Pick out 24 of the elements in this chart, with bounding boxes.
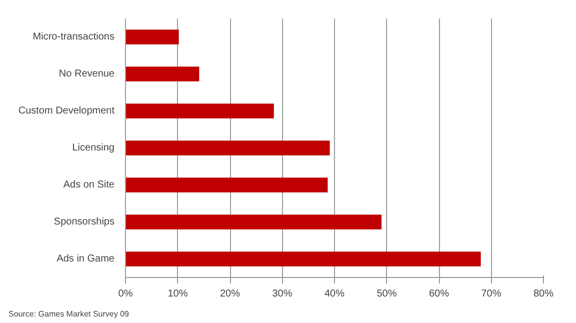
bar [126,178,328,192]
x-tick-label: 10% [168,288,188,300]
y-tick-label: Sponsorships [54,216,115,228]
x-tick-label: 50% [376,288,397,300]
source-note: Source: Games Market Survey 09 [8,310,130,318]
x-tick-label: 0% [118,288,133,300]
bar [126,214,382,230]
bar [126,140,330,156]
y-tick-label: Custom Development [18,106,115,116]
bar [126,66,200,82]
x-tick-label: 70% [481,288,502,300]
y-tick-label: No Revenue [58,68,115,80]
x-tick-label: 40% [324,288,345,300]
bar [126,104,274,118]
y-tick-label: Ads on Site [63,180,115,190]
x-tick-label: 80% [533,288,554,300]
y-tick-label: Micro-transactions [32,32,115,42]
bar [126,252,481,266]
x-tick-label: 30% [272,288,292,300]
bar [126,30,179,44]
y-tick-label: Licensing [72,142,115,154]
y-tick-label: Ads in Game [56,254,115,264]
x-tick-label: 60% [428,288,450,300]
x-tick-label: 20% [220,288,240,300]
